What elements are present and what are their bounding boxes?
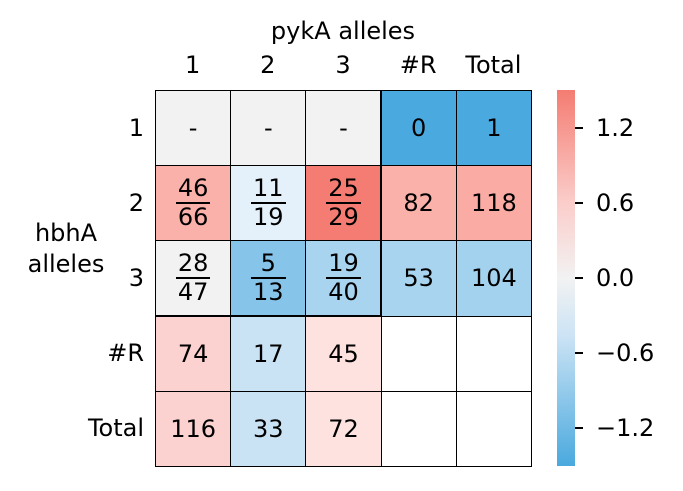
colorbar-tick-label: 1.2 — [596, 113, 635, 142]
fraction-numerator: 46 — [177, 174, 209, 203]
cell-value: 72 — [328, 414, 359, 443]
cell-value: 53 — [403, 264, 434, 293]
heatmap-cell: 118 — [455, 165, 532, 242]
heatmap-cell: 46 66 — [155, 165, 232, 242]
fraction-numerator: 25 — [328, 174, 359, 203]
heatmap-cell — [380, 315, 457, 392]
colorbar-tick-label: 0.6 — [596, 188, 635, 217]
heatmap-cell — [455, 315, 532, 392]
colorbar-tick-label: −0.6 — [596, 339, 655, 368]
fraction-denominator: 13 — [253, 278, 284, 307]
heatmap-cell: 0 — [380, 90, 457, 167]
fraction-label: 28 47 — [175, 249, 211, 307]
fraction-denominator: 66 — [177, 203, 209, 232]
cell-value: 118 — [470, 189, 517, 218]
colorbar-tick-label: −1.2 — [596, 414, 655, 443]
colorbar-tick — [575, 201, 583, 204]
heatmap-cell: - — [305, 90, 382, 167]
column-label: 3 — [335, 51, 351, 79]
colorbar-tick — [575, 126, 583, 129]
heatmap-cell: 74 — [155, 315, 232, 392]
heatmap-cell: 1 — [455, 90, 532, 167]
column-label: Total — [465, 51, 522, 79]
heatmap-cell: 5 13 — [230, 240, 307, 317]
heatmap-cell: 104 — [455, 240, 532, 317]
colorbar — [557, 90, 575, 466]
heatmap-cell: - — [230, 90, 307, 167]
cell-value: 45 — [328, 339, 359, 368]
heatmap-cell: 25 29 — [305, 165, 382, 242]
heatmap-grid: - - -0 1 46 66 11 19 25 29 82 118 28 47 5 13 19 40 53 104 74… — [155, 90, 532, 467]
fraction-numerator: 28 — [177, 249, 209, 278]
fraction-label: 5 13 — [251, 251, 286, 305]
row-label: 3 — [128, 264, 144, 292]
fraction-label: 46 66 — [175, 174, 211, 232]
fraction-bar — [326, 277, 361, 280]
heatmap-cell: - — [155, 90, 232, 167]
fraction-bar — [251, 202, 286, 205]
row-label: #R — [107, 339, 144, 368]
fraction-numerator: 11 — [253, 174, 284, 203]
fraction-numerator: 19 — [328, 249, 359, 278]
row-label: Total — [87, 414, 144, 443]
column-axis-title: pykA alleles — [270, 17, 416, 45]
heatmap-cell: 72 — [305, 390, 382, 467]
heatmap-cell: 82 — [380, 165, 457, 242]
heatmap-cell — [455, 390, 532, 467]
cell-value: - — [263, 114, 273, 143]
cell-value: - — [188, 114, 198, 143]
fraction-denominator: 47 — [177, 278, 209, 307]
row-label: 1 — [128, 113, 144, 142]
totals-separator-vertical — [380, 90, 382, 316]
fraction-bar — [326, 202, 361, 205]
column-label: 2 — [260, 51, 276, 79]
fraction-denominator: 40 — [328, 278, 359, 307]
fraction-denominator: 29 — [328, 203, 359, 232]
colorbar-tick — [575, 352, 583, 355]
fraction-label: 11 19 — [251, 174, 286, 232]
row-label: 2 — [128, 188, 144, 217]
cell-value: 0 — [411, 114, 427, 143]
cell-value: 33 — [253, 414, 284, 443]
cell-value: 116 — [170, 414, 216, 443]
heatmap-cell — [380, 390, 457, 467]
fraction-label: 19 40 — [326, 251, 361, 305]
heatmap-cell: 19 40 — [305, 240, 382, 317]
fraction-denominator: 19 — [253, 203, 284, 232]
cell-value: 82 — [403, 189, 434, 218]
fraction-label: 25 29 — [326, 174, 361, 232]
cell-value: 17 — [253, 339, 284, 368]
cell-value: 74 — [177, 339, 209, 368]
row-axis-title: hbhA alleles — [27, 219, 105, 279]
column-label: 1 — [184, 51, 201, 79]
colorbar-tick-label: 0.0 — [596, 264, 635, 292]
fraction-bar — [175, 202, 211, 205]
cell-value: 1 — [486, 114, 502, 143]
colorbar-tick — [575, 277, 583, 279]
heatmap-cell: 116 — [155, 390, 232, 467]
column-label: #R — [399, 51, 437, 79]
cell-value: 104 — [470, 264, 517, 293]
heatmap-cell: 11 19 — [230, 165, 307, 242]
heatmap-cell: 17 — [230, 315, 307, 392]
heatmap-cell: 53 — [380, 240, 457, 317]
colorbar-tick — [575, 427, 583, 430]
cell-value: - — [339, 114, 348, 143]
heatmap-cell: 45 — [305, 315, 382, 392]
heatmap-cell: 28 47 — [155, 240, 232, 317]
fraction-bar — [251, 277, 286, 280]
heatmap-cell: 33 — [230, 390, 307, 467]
fraction-numerator: 5 — [260, 249, 276, 278]
fraction-bar — [175, 277, 211, 280]
totals-separator-horizontal — [155, 315, 381, 317]
